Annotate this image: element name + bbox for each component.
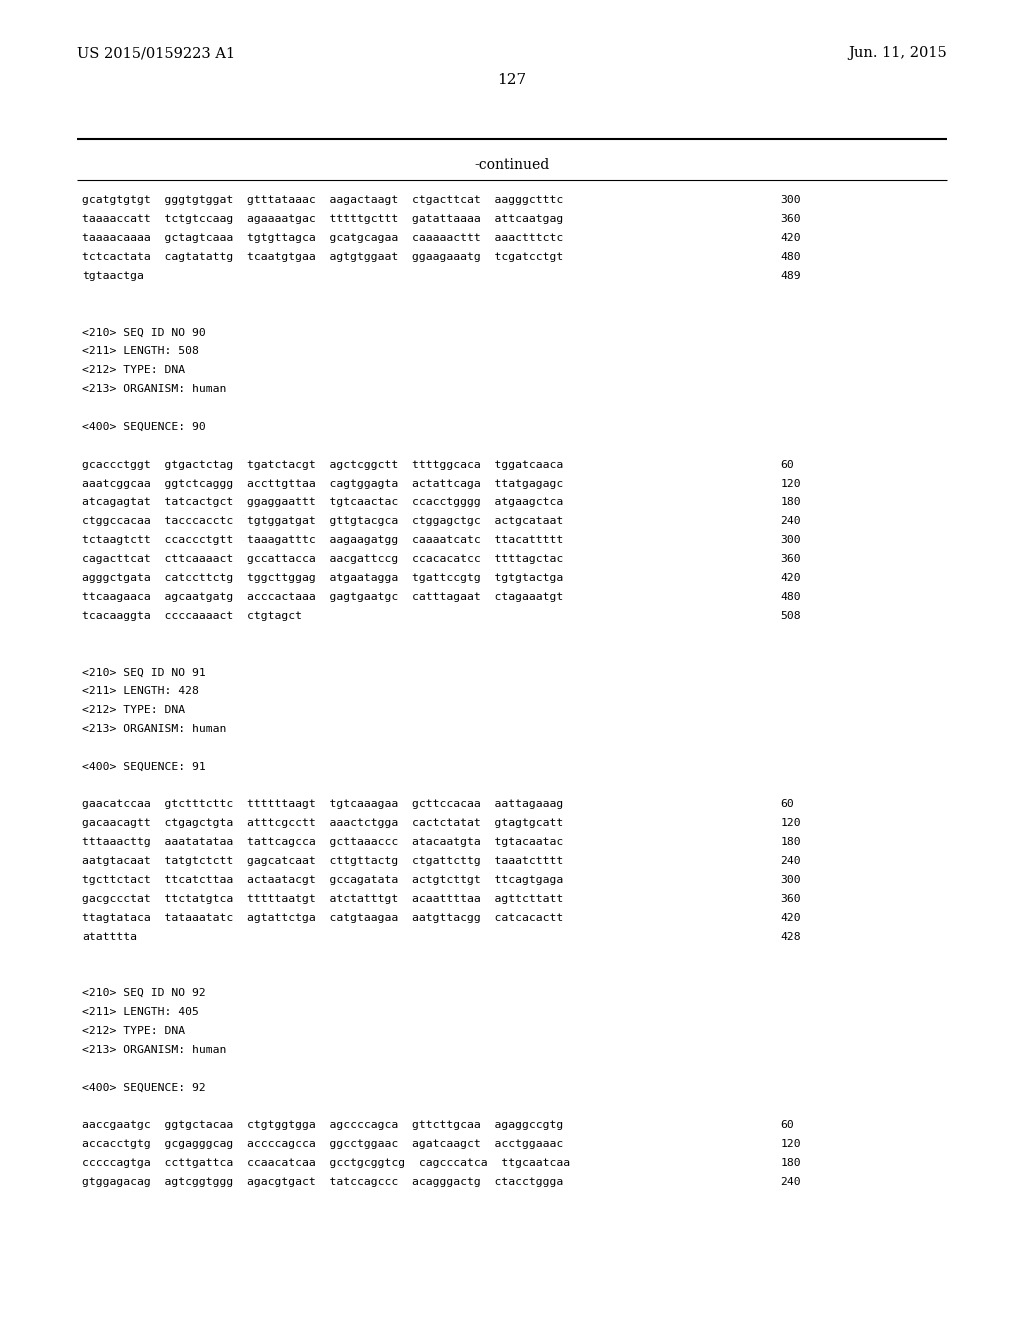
Text: 180: 180 [780,1158,801,1168]
Text: 420: 420 [780,573,801,583]
Text: aatgtacaat  tatgtctctt  gagcatcaat  cttgttactg  ctgattcttg  taaatctttt: aatgtacaat tatgtctctt gagcatcaat cttgtta… [82,857,563,866]
Text: taaaaccatt  tctgtccaag  agaaaatgac  tttttgcttt  gatattaaaa  attcaatgag: taaaaccatt tctgtccaag agaaaatgac tttttgc… [82,214,563,224]
Text: 508: 508 [780,611,801,620]
Text: tctcactata  cagtatattg  tcaatgtgaa  agtgtggaat  ggaagaaatg  tcgatcctgt: tctcactata cagtatattg tcaatgtgaa agtgtgg… [82,252,563,261]
Text: tgcttctact  ttcatcttaa  actaatacgt  gccagatata  actgtcttgt  ttcagtgaga: tgcttctact ttcatcttaa actaatacgt gccagat… [82,875,563,884]
Text: 240: 240 [780,516,801,527]
Text: atatttta: atatttta [82,932,137,941]
Text: aaccgaatgc  ggtgctacaa  ctgtggtgga  agccccagca  gttcttgcaa  agaggccgtg: aaccgaatgc ggtgctacaa ctgtggtgga agcccca… [82,1121,563,1130]
Text: 60: 60 [780,800,794,809]
Text: aaatcggcaa  ggtctcaggg  accttgttaa  cagtggagta  actattcaga  ttatgagagc: aaatcggcaa ggtctcaggg accttgttaa cagtgga… [82,479,563,488]
Text: 60: 60 [780,459,794,470]
Text: gacaacagtt  ctgagctgta  atttcgcctt  aaactctgga  cactctatat  gtagtgcatt: gacaacagtt ctgagctgta atttcgcctt aaactct… [82,818,563,828]
Text: 120: 120 [780,818,801,828]
Text: 420: 420 [780,912,801,923]
Text: 360: 360 [780,554,801,564]
Text: 180: 180 [780,498,801,507]
Text: -continued: -continued [474,158,550,173]
Text: <213> ORGANISM: human: <213> ORGANISM: human [82,723,226,734]
Text: US 2015/0159223 A1: US 2015/0159223 A1 [77,46,234,61]
Text: <210> SEQ ID NO 92: <210> SEQ ID NO 92 [82,989,206,998]
Text: 127: 127 [498,73,526,87]
Text: tcacaaggta  ccccaaaact  ctgtagct: tcacaaggta ccccaaaact ctgtagct [82,611,302,620]
Text: Jun. 11, 2015: Jun. 11, 2015 [849,46,947,61]
Text: 240: 240 [780,1177,801,1187]
Text: tctaagtctt  ccaccctgtt  taaagatttc  aagaagatgg  caaaatcatc  ttacattttt: tctaagtctt ccaccctgtt taaagatttc aagaaga… [82,535,563,545]
Text: ttcaagaaca  agcaatgatg  acccactaaa  gagtgaatgc  catttagaat  ctagaaatgt: ttcaagaaca agcaatgatg acccactaaa gagtgaa… [82,591,563,602]
Text: <213> ORGANISM: human: <213> ORGANISM: human [82,1045,226,1055]
Text: cagacttcat  cttcaaaact  gccattacca  aacgattccg  ccacacatcc  ttttagctac: cagacttcat cttcaaaact gccattacca aacgatt… [82,554,563,564]
Text: 300: 300 [780,535,801,545]
Text: <211> LENGTH: 508: <211> LENGTH: 508 [82,346,199,356]
Text: tgtaactga: tgtaactga [82,271,143,281]
Text: 360: 360 [780,214,801,224]
Text: <400> SEQUENCE: 92: <400> SEQUENCE: 92 [82,1082,206,1093]
Text: 480: 480 [780,591,801,602]
Text: gcatgtgtgt  gggtgtggat  gtttataaac  aagactaagt  ctgacttcat  aagggctttc: gcatgtgtgt gggtgtggat gtttataaac aagacta… [82,195,563,206]
Text: 489: 489 [780,271,801,281]
Text: 360: 360 [780,894,801,904]
Text: gacgccctat  ttctatgtca  tttttaatgt  atctatttgt  acaattttaa  agttcttatt: gacgccctat ttctatgtca tttttaatgt atctatt… [82,894,563,904]
Text: <210> SEQ ID NO 90: <210> SEQ ID NO 90 [82,327,206,338]
Text: gcaccctggt  gtgactctag  tgatctacgt  agctcggctt  ttttggcaca  tggatcaaca: gcaccctggt gtgactctag tgatctacgt agctcgg… [82,459,563,470]
Text: 60: 60 [780,1121,794,1130]
Text: 180: 180 [780,837,801,847]
Text: atcagagtat  tatcactgct  ggaggaattt  tgtcaactac  ccacctgggg  atgaagctca: atcagagtat tatcactgct ggaggaattt tgtcaac… [82,498,563,507]
Text: 428: 428 [780,932,801,941]
Text: ctggccacaa  tacccacctc  tgtggatgat  gttgtacgca  ctggagctgc  actgcataat: ctggccacaa tacccacctc tgtggatgat gttgtac… [82,516,563,527]
Text: taaaacaaaa  gctagtcaaa  tgtgttagca  gcatgcagaa  caaaaacttt  aaactttctc: taaaacaaaa gctagtcaaa tgtgttagca gcatgca… [82,234,563,243]
Text: gtggagacag  agtcggtggg  agacgtgact  tatccagccc  acagggactg  ctacctggga: gtggagacag agtcggtggg agacgtgact tatccag… [82,1177,563,1187]
Text: agggctgata  catccttctg  tggcttggag  atgaatagga  tgattccgtg  tgtgtactga: agggctgata catccttctg tggcttggag atgaata… [82,573,563,583]
Text: accacctgtg  gcgagggcag  accccagcca  ggcctggaac  agatcaagct  acctggaaac: accacctgtg gcgagggcag accccagcca ggcctgg… [82,1139,563,1150]
Text: <211> LENGTH: 405: <211> LENGTH: 405 [82,1007,199,1016]
Text: <212> TYPE: DNA: <212> TYPE: DNA [82,366,185,375]
Text: 240: 240 [780,857,801,866]
Text: gaacatccaa  gtctttcttc  ttttttaagt  tgtcaaagaa  gcttccacaa  aattagaaag: gaacatccaa gtctttcttc ttttttaagt tgtcaaa… [82,800,563,809]
Text: <210> SEQ ID NO 91: <210> SEQ ID NO 91 [82,668,206,677]
Text: <213> ORGANISM: human: <213> ORGANISM: human [82,384,226,395]
Text: <211> LENGTH: 428: <211> LENGTH: 428 [82,686,199,696]
Text: cccccagtga  ccttgattca  ccaacatcaa  gcctgcggtcg  cagcccatca  ttgcaatcaa: cccccagtga ccttgattca ccaacatcaa gcctgcg… [82,1158,570,1168]
Text: <400> SEQUENCE: 90: <400> SEQUENCE: 90 [82,422,206,432]
Text: 420: 420 [780,234,801,243]
Text: <212> TYPE: DNA: <212> TYPE: DNA [82,1026,185,1036]
Text: 120: 120 [780,1139,801,1150]
Text: <212> TYPE: DNA: <212> TYPE: DNA [82,705,185,715]
Text: <400> SEQUENCE: 91: <400> SEQUENCE: 91 [82,762,206,772]
Text: ttagtataca  tataaatatc  agtattctga  catgtaagaa  aatgttacgg  catcacactt: ttagtataca tataaatatc agtattctga catgtaa… [82,912,563,923]
Text: tttaaacttg  aaatatataa  tattcagcca  gcttaaaccc  atacaatgta  tgtacaatac: tttaaacttg aaatatataa tattcagcca gcttaaa… [82,837,563,847]
Text: 300: 300 [780,875,801,884]
Text: 300: 300 [780,195,801,206]
Text: 480: 480 [780,252,801,261]
Text: 120: 120 [780,479,801,488]
